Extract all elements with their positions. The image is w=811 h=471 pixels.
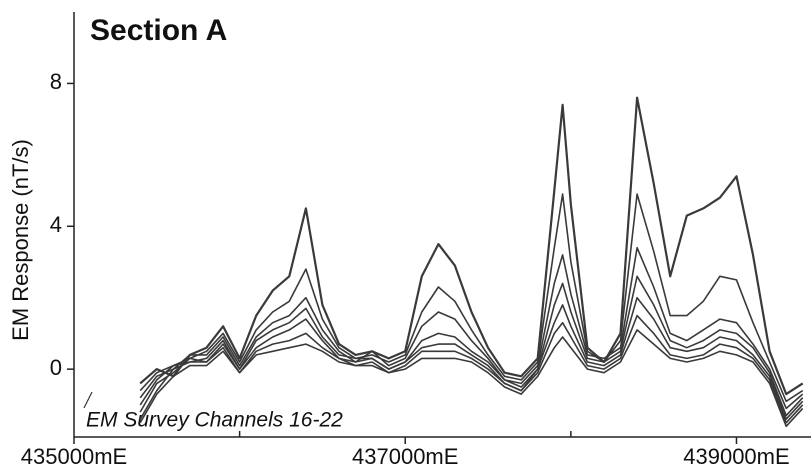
y-axis-label: EM Response (nT/s): [8, 139, 33, 341]
y-tick-label: 0: [50, 355, 62, 380]
chart-title: Section A: [90, 14, 227, 47]
series-line: [139, 96, 804, 396]
y-tick-label: 4: [50, 212, 62, 237]
x-tick-label: 439000mE: [683, 444, 789, 469]
annotation: EM Survey Channels 16-22: [86, 409, 343, 432]
series-line: [139, 314, 804, 424]
series-line: [139, 296, 804, 420]
series-line: [139, 329, 804, 428]
x-tick-label: 435000mE: [21, 444, 127, 469]
series-line: [139, 275, 804, 417]
x-tick-label: 437000mE: [352, 444, 458, 469]
y-tick-label: 8: [50, 69, 62, 94]
annotation-leader: [83, 391, 93, 409]
series-line: [139, 246, 804, 410]
series-line: [139, 193, 804, 403]
plot-area: [139, 96, 804, 428]
